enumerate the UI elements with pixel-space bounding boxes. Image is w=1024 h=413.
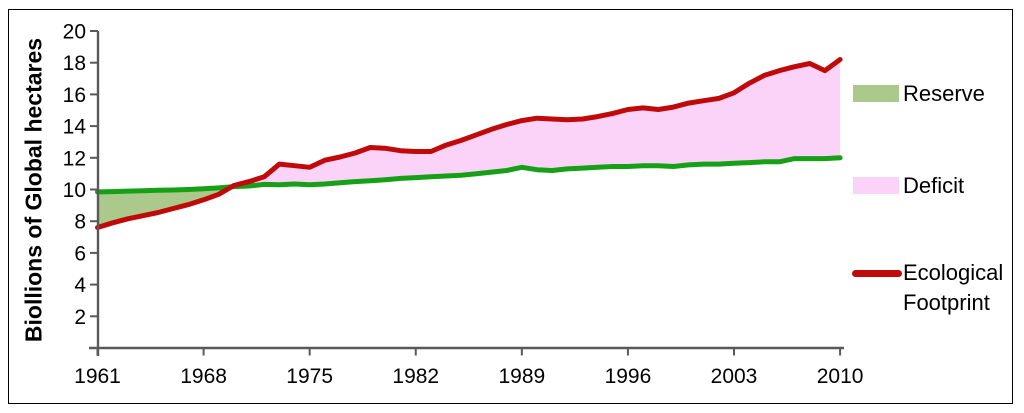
y-tick-label: 12 [63, 147, 86, 170]
y-tick-label: 16 [63, 84, 86, 107]
deficit-swatch-icon [853, 177, 899, 194]
x-tick-label: 1996 [605, 365, 652, 388]
x-tick-label: 2003 [711, 365, 758, 388]
y-tick-label: 6 [74, 242, 86, 265]
x-tick-label: 1968 [180, 365, 227, 388]
x-tick-label: 1975 [286, 365, 333, 388]
y-tick-label: 14 [63, 116, 87, 139]
reserve-swatch-icon [853, 85, 899, 102]
x-tick-label: 1982 [392, 365, 439, 388]
y-tick-label: 2 [74, 306, 86, 329]
ecological-footprint-line [95, 57, 843, 230]
x-tick-label: 1961 [74, 365, 121, 388]
y-tick-label: 18 [63, 52, 86, 75]
y-tick-label: 20 [63, 21, 86, 44]
deficit-area [231, 59, 841, 187]
reserve-label: Reserve [903, 81, 985, 106]
green-line [95, 155, 843, 195]
y-tick-label: 10 [63, 179, 86, 202]
y-axis-title: Biollions of Global hectares [20, 37, 47, 343]
deficit-label: Deficit [903, 173, 965, 198]
ecological-footprint-line-swatch-icon [852, 270, 902, 277]
y-tick-label: 8 [74, 211, 86, 234]
ecological-footprint-label: Ecological Footprint [903, 260, 1004, 315]
x-tick-label: 1989 [498, 365, 545, 388]
y-tick-label: 4 [74, 274, 86, 297]
x-tick-label: 2010 [817, 365, 864, 388]
